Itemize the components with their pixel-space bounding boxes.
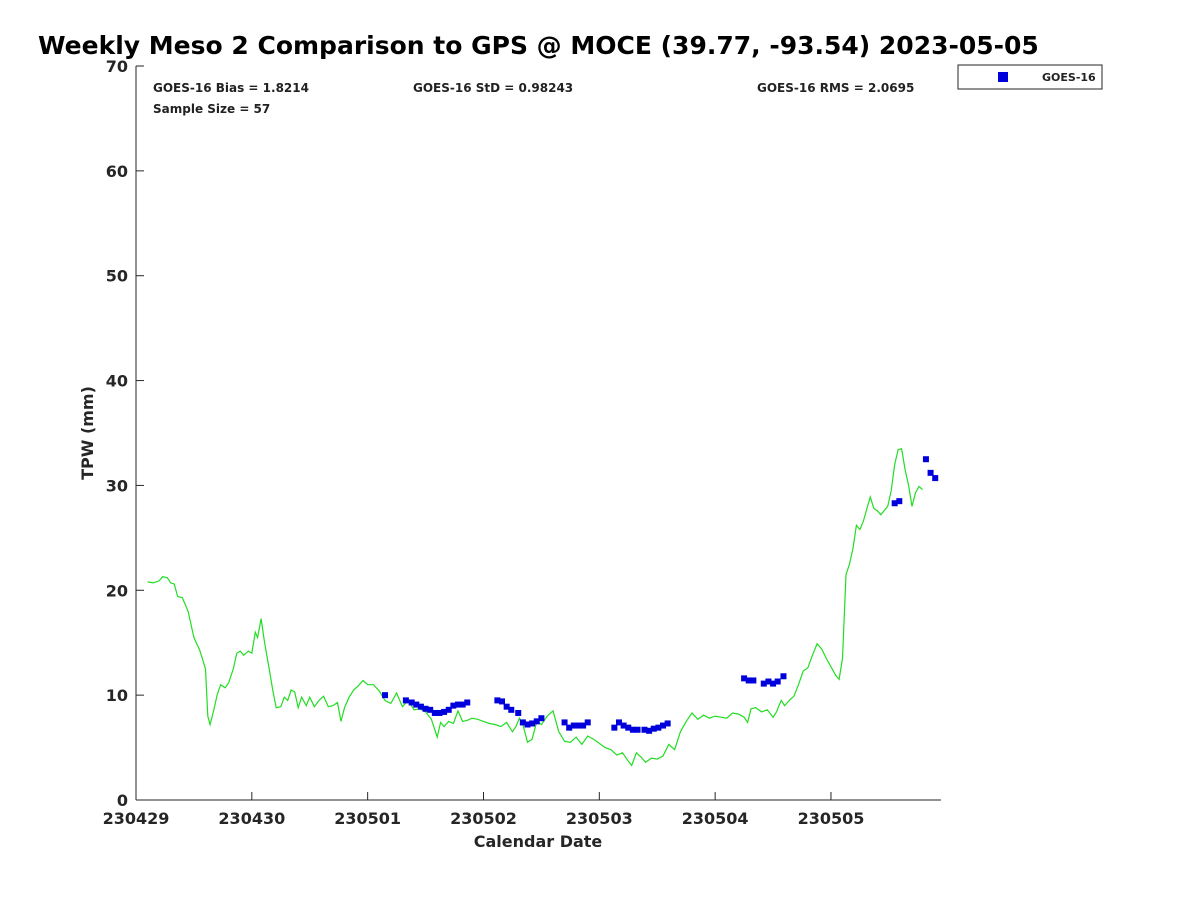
goes-16-point [529,720,536,727]
goes-16-point [584,719,591,726]
goes-16-point [765,678,772,685]
y-tick-label: 10 [106,686,128,705]
goes-16-point [436,709,443,716]
goes-16-point [503,703,510,710]
goes-16-point [922,456,929,463]
x-tick-label: 230504 [682,809,749,828]
goes-16-point [634,726,641,733]
goes-16-point [413,701,420,708]
goes-16-point [770,680,777,687]
goes-16-point [891,500,898,507]
goes-16-point [611,724,618,731]
x-tick-label: 230503 [566,809,633,828]
goes-16-point [570,722,577,729]
goes-16-point [508,706,515,713]
goes-16-point [655,724,662,731]
goes-16-point [760,680,767,687]
goes-16-point [932,475,939,482]
goes-16-point [646,727,653,734]
x-tick-label: 230505 [798,809,865,828]
bias-stat: GOES-16 Bias = 1.8214 [153,81,309,95]
legend-marker-goes-16 [998,72,1008,82]
y-axis-label: TPW (mm) [78,386,97,480]
goes-16-point [417,703,424,710]
goes-16-point [629,726,636,733]
goes-16-point [650,725,657,732]
goes-16-point [455,701,461,708]
y-tick-label: 70 [106,57,128,76]
goes-16-point [566,724,573,731]
goes-16-point [660,722,667,729]
goes-16-point [538,715,545,722]
x-tick-label: 230502 [450,809,517,828]
goes-16-point [422,705,429,712]
plot-area: 0 10 20 30 40 50 60 70 230429 230430 230501 230502… [103,57,941,828]
goes-16-point [441,708,448,715]
goes-16-point [896,498,903,505]
goes-16-point [750,677,757,684]
x-ticks: 230429 230430 230501 230502 230503 230504 2305… [103,792,865,828]
x-tick-label: 230430 [218,809,285,828]
goes-16-point [427,706,434,713]
goes-16-point [464,699,471,706]
goes-16-point [515,709,522,716]
goes-16-point [620,722,627,729]
gps-line [147,447,923,767]
y-tick-label: 40 [106,372,128,391]
x-tick-label: 230429 [103,809,170,828]
goes-16-point [494,697,501,704]
goes-16-series [382,456,939,734]
goes-16-point [499,698,506,705]
y-tick-label: 60 [106,162,128,181]
sample-size-stat: Sample Size = 57 [153,102,270,116]
goes-16-point [402,697,409,704]
goes-16-point [450,702,457,709]
goes-16-point [641,726,648,733]
goes-16-point [431,709,438,716]
goes-16-point [408,699,415,706]
y-tick-label: 30 [106,476,128,495]
x-axis-label: Calendar Date [474,832,603,851]
chart-title: Weekly Meso 2 Comparison to GPS @ MOCE (… [38,31,1039,60]
y-tick-label: 50 [106,267,128,286]
goes-16-point [774,678,781,685]
goes-16-point [625,724,632,731]
goes-16-point [561,719,568,726]
y-tick-label: 0 [117,791,128,810]
goes-16-point [616,719,622,726]
std-stat: GOES-16 StD = 0.98243 [413,81,573,95]
goes-16-point [533,718,540,725]
goes-16-point [519,719,526,726]
goes-16-point [780,673,787,680]
rms-stat: GOES-16 RMS = 2.0695 [757,81,914,95]
legend: GOES-16 [957,64,1103,90]
y-ticks: 0 10 20 30 40 50 60 70 [106,57,144,810]
goes-16-point [580,722,587,729]
legend-box [957,64,1103,90]
goes-16-point [524,721,531,728]
goes-16-point [745,677,752,684]
y-tick-label: 20 [106,581,128,600]
gps-series [147,447,923,767]
legend-label-goes-16: GOES-16 [1042,71,1096,84]
goes-16-point [382,692,389,699]
x-tick-label: 230501 [334,809,401,828]
goes-16-point [575,722,582,729]
goes-16-point [664,720,671,727]
goes-16-point [459,701,466,708]
goes-16-point [741,675,748,682]
goes-16-point [445,706,452,713]
goes-16-point [927,469,934,476]
